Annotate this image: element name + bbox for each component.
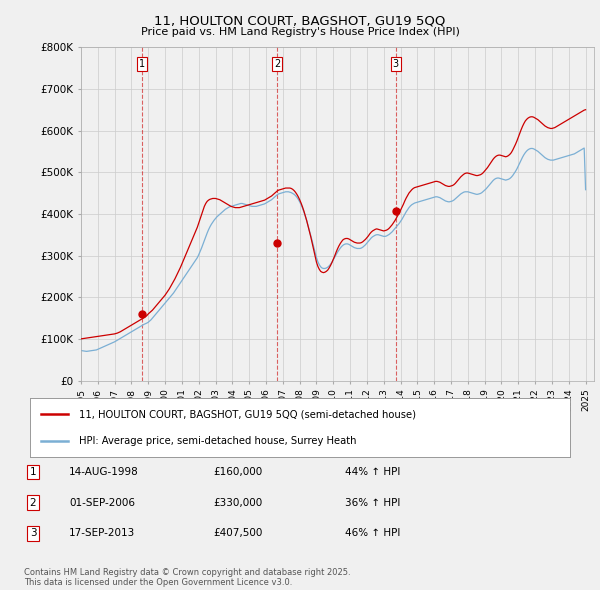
- Text: 11, HOULTON COURT, BAGSHOT, GU19 5QQ: 11, HOULTON COURT, BAGSHOT, GU19 5QQ: [154, 15, 446, 28]
- Text: 01-SEP-2006: 01-SEP-2006: [69, 498, 135, 507]
- Text: £160,000: £160,000: [213, 467, 262, 477]
- Text: 11, HOULTON COURT, BAGSHOT, GU19 5QQ (semi-detached house): 11, HOULTON COURT, BAGSHOT, GU19 5QQ (se…: [79, 409, 416, 419]
- Text: 1: 1: [139, 59, 145, 69]
- Text: 1: 1: [29, 467, 37, 477]
- Text: £407,500: £407,500: [213, 529, 262, 538]
- Text: HPI: Average price, semi-detached house, Surrey Heath: HPI: Average price, semi-detached house,…: [79, 437, 356, 446]
- Text: 3: 3: [29, 529, 37, 538]
- Text: £330,000: £330,000: [213, 498, 262, 507]
- Text: 46% ↑ HPI: 46% ↑ HPI: [345, 529, 400, 538]
- Text: 14-AUG-1998: 14-AUG-1998: [69, 467, 139, 477]
- Text: 44% ↑ HPI: 44% ↑ HPI: [345, 467, 400, 477]
- Text: 2: 2: [29, 498, 37, 507]
- Text: Contains HM Land Registry data © Crown copyright and database right 2025.
This d: Contains HM Land Registry data © Crown c…: [24, 568, 350, 587]
- Text: 2: 2: [274, 59, 280, 69]
- Text: 17-SEP-2013: 17-SEP-2013: [69, 529, 135, 538]
- Text: 36% ↑ HPI: 36% ↑ HPI: [345, 498, 400, 507]
- Text: Price paid vs. HM Land Registry's House Price Index (HPI): Price paid vs. HM Land Registry's House …: [140, 27, 460, 37]
- Text: 3: 3: [393, 59, 399, 69]
